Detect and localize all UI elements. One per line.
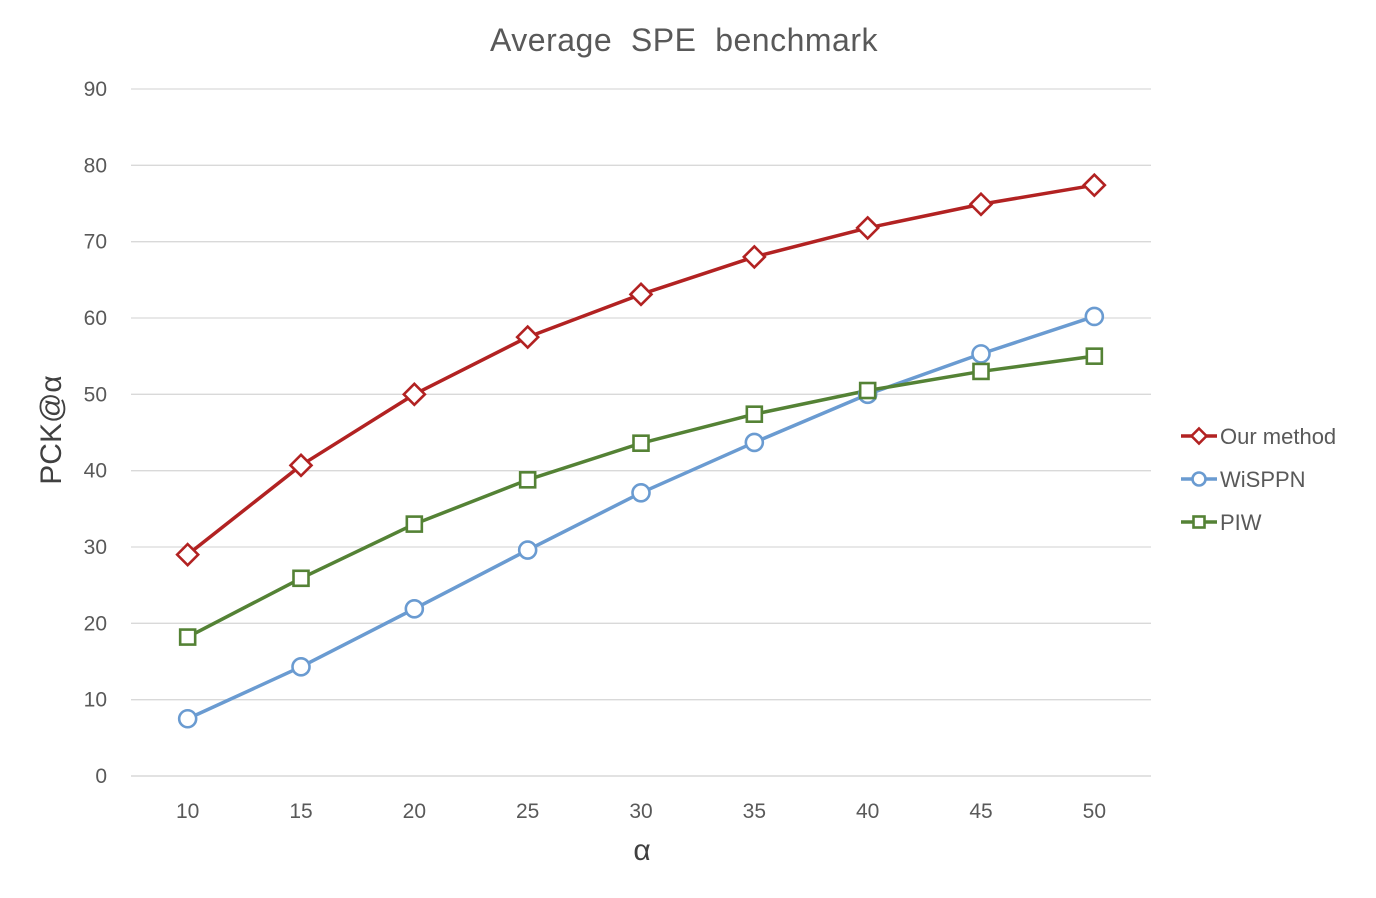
data-point-piw xyxy=(972,362,990,381)
x-tick-label: 20 xyxy=(403,800,426,823)
legend-item-wisppn: WiSPPN xyxy=(1181,467,1306,492)
data-point-our-method xyxy=(288,452,314,478)
x-tick-label: 35 xyxy=(743,800,766,823)
legend-label: WiSPPN xyxy=(1220,467,1306,492)
data-point-our-method xyxy=(401,381,427,407)
data-point-piw xyxy=(405,515,424,533)
x-axis-ticks: 10 15 20 25 30 35 40 45 50 xyxy=(176,800,1106,823)
series-markers xyxy=(175,172,1107,729)
data-point-wisppn xyxy=(971,344,991,364)
y-tick-label: 20 xyxy=(84,612,107,635)
y-tick-label: 70 xyxy=(84,231,107,254)
legend-marker-square xyxy=(1192,515,1206,529)
data-point-our-method xyxy=(855,215,881,241)
data-point-our-method xyxy=(1081,172,1107,198)
data-point-wisppn xyxy=(744,432,765,453)
data-point-piw xyxy=(292,569,310,588)
data-point-our-method xyxy=(741,244,767,270)
data-point-piw xyxy=(178,628,197,646)
y-tick-label: 50 xyxy=(84,383,107,406)
y-tick-label: 10 xyxy=(84,689,107,712)
legend-item-piw: PIW xyxy=(1181,510,1262,535)
x-tick-label: 25 xyxy=(516,800,539,823)
data-point-wisppn xyxy=(1084,306,1105,327)
y-axis-label: PCK@α xyxy=(35,375,68,484)
y-axis-ticks: 0 10 20 30 40 50 60 70 80 90 xyxy=(84,78,107,788)
y-tick-label: 80 xyxy=(84,154,107,177)
data-point-wisppn xyxy=(291,657,311,677)
data-point-piw xyxy=(632,434,650,452)
y-tick-label: 40 xyxy=(84,460,107,483)
data-point-piw xyxy=(745,405,764,423)
data-point-piw xyxy=(858,381,877,400)
legend: Our method WiSPPN PIW xyxy=(1181,424,1336,535)
data-point-wisppn xyxy=(404,599,425,619)
y-tick-label: 60 xyxy=(84,307,107,330)
y-tick-label: 90 xyxy=(84,78,107,101)
data-point-our-method xyxy=(968,191,994,217)
legend-marker-circle xyxy=(1191,471,1207,487)
x-tick-label: 45 xyxy=(969,800,992,823)
x-tick-label: 50 xyxy=(1083,800,1106,823)
legend-marker-diamond xyxy=(1189,426,1209,446)
x-axis-label: α xyxy=(633,834,650,867)
legend-item-our-method: Our method xyxy=(1181,424,1336,449)
data-point-our-method xyxy=(628,281,654,307)
data-point-wisppn xyxy=(631,483,651,503)
data-point-our-method xyxy=(515,324,541,350)
legend-label: Our method xyxy=(1220,424,1336,449)
x-tick-label: 10 xyxy=(176,800,199,823)
data-point-our-method xyxy=(175,542,201,567)
x-tick-label: 15 xyxy=(289,800,312,823)
chart-title: Average SPE benchmark xyxy=(490,22,879,58)
data-point-wisppn xyxy=(177,708,198,729)
x-tick-label: 30 xyxy=(629,800,652,823)
y-tick-label: 0 xyxy=(95,765,107,788)
data-point-piw xyxy=(518,471,537,489)
y-tick-label: 30 xyxy=(84,536,107,559)
data-point-wisppn xyxy=(517,540,538,560)
x-tick-label: 40 xyxy=(856,800,879,823)
gridlines xyxy=(131,88,1151,777)
legend-label: PIW xyxy=(1220,510,1262,535)
data-point-piw xyxy=(1085,347,1104,365)
